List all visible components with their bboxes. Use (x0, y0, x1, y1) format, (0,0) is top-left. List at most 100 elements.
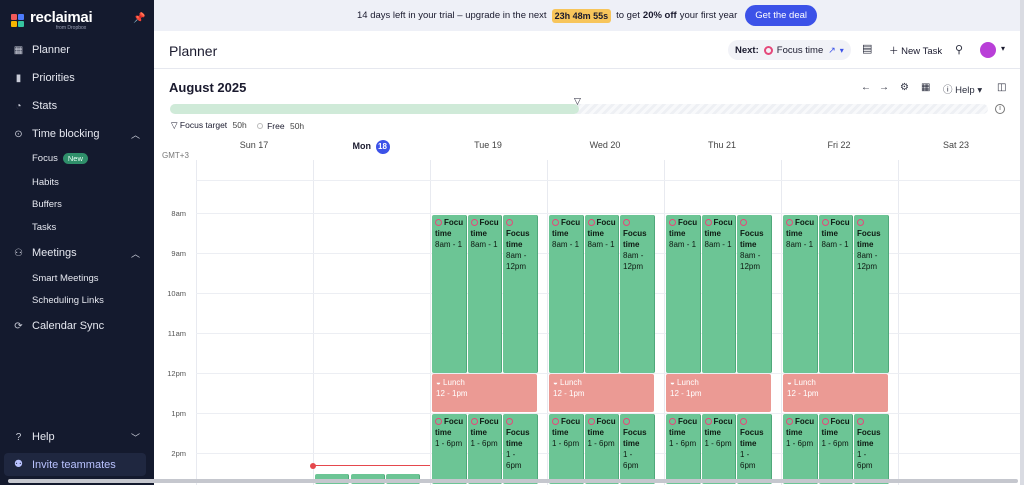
sidebar-item-meetings[interactable]: ⚇ Meetings ︿ (0, 243, 154, 263)
focus-time-event[interactable]: Focu time 1 - 6pm (584, 414, 619, 484)
sidebar-item-help[interactable]: ? Help ﹀ (0, 427, 154, 447)
focus-time-event[interactable]: Focu time 8am - 1 (783, 215, 818, 373)
focus-time-event[interactable]: Focu time 1 - 6pm (549, 414, 584, 484)
sidebar-item-label: Habits (32, 177, 59, 188)
focus-time-event[interactable]: Focus time 8am - 12pm (620, 215, 655, 373)
sidebar-item-tasks[interactable]: Tasks (32, 222, 56, 233)
sidebar-item-planner[interactable]: ▦ Planner (0, 40, 154, 60)
day-header-fri[interactable]: Fri 22 (781, 140, 897, 150)
event-text: ◒ Lunch (553, 378, 582, 387)
sidebar-toggle-icon[interactable]: ◫ (997, 82, 1007, 93)
event-text: 1 - 6pm (786, 439, 814, 448)
event-text: 8am - (740, 251, 761, 260)
focus-icon (552, 219, 559, 226)
lunch-event[interactable]: ◒ Lunch 12 - 1pm (666, 374, 771, 412)
chevron-up-icon[interactable]: ︿ (131, 248, 141, 259)
get-the-deal-button[interactable]: Get the deal (745, 5, 818, 26)
chevron-down-icon[interactable]: ﹀ (131, 432, 141, 443)
focus-time-event[interactable]: Focu time 1 - 6pm (666, 414, 701, 484)
horizontal-scrollbar[interactable] (8, 479, 1018, 483)
chevron-down-icon[interactable]: ▾ (1001, 44, 1006, 53)
focus-time-event[interactable]: Focus time 8am - 12pm (854, 215, 889, 373)
trial-countdown: 23h 48m 55s (551, 8, 612, 23)
focus-time-event[interactable]: Focus time 8am - 12pm (737, 215, 772, 373)
focus-time-event[interactable]: Focu time 1 - 6pm (701, 414, 736, 484)
event-title: Focus (623, 228, 651, 239)
arrow-left-icon[interactable]: ← (861, 82, 871, 93)
focus-time-event[interactable]: Focu time 8am - 1 (584, 215, 619, 373)
calendar-icon[interactable]: ▦ (921, 82, 931, 93)
day-header-sat[interactable]: Sat 23 (898, 140, 1014, 150)
event-text: Focu (596, 417, 616, 426)
day-header-thu[interactable]: Thu 21 (664, 140, 780, 150)
event-text: time (435, 229, 452, 238)
focus-time-event[interactable]: Focus time 1 - 6pm (854, 414, 889, 484)
focus-time-event[interactable]: Focus time 8am - 12pm (503, 215, 538, 373)
next-event-pill[interactable]: Next: Focus time ↗ ▾ (728, 40, 851, 60)
day-header-sun[interactable]: Sun 17 (196, 140, 312, 150)
sidebar-item-habits[interactable]: Habits (32, 177, 59, 188)
sidebar-item-stats[interactable]: ◔ Stats (0, 96, 154, 116)
focus-time-event[interactable]: Focu time 8am - 1 (666, 215, 701, 373)
help-button[interactable]: ⓘ Help ▾ (943, 82, 982, 96)
lunch-event[interactable]: ◒ Lunch 12 - 1pm (783, 374, 888, 412)
external-link-icon[interactable]: ↗ (828, 44, 836, 55)
sidebar-item-calendar-sync[interactable]: ⟳ Calendar Sync (0, 316, 154, 336)
event-text: time (623, 439, 640, 448)
search-icon[interactable]: ⚲ (955, 44, 964, 56)
focus-time-event[interactable]: Focus time 1 - 6pm (503, 414, 538, 484)
focus-time-event[interactable]: Focus time 1 - 6pm (737, 414, 772, 484)
column-divider (313, 160, 314, 485)
task-list-icon[interactable]: ▤ (862, 43, 873, 55)
event-title: time (705, 228, 733, 239)
focus-time-event[interactable]: Focu time 8am - 1 (818, 215, 853, 373)
day-header-wed[interactable]: Wed 20 (547, 140, 663, 150)
day-header-mon[interactable]: Mon 18 (313, 140, 429, 154)
sidebar-item-label: Time blocking (32, 128, 100, 140)
sidebar-item-time-blocking[interactable]: ⊙ Time blocking ︿ (0, 124, 154, 144)
sidebar-item-smart-meetings[interactable]: Smart Meetings (32, 273, 99, 284)
event-time: 12 - 1pm (553, 388, 650, 399)
event-text: Focu (795, 218, 815, 227)
sidebar-item-focus[interactable]: Focus New (32, 153, 88, 164)
day-header-tue[interactable]: Tue 19 (430, 140, 546, 150)
sidebar-item-label: Stats (32, 100, 58, 112)
current-time-line (314, 465, 430, 466)
focus-time-event[interactable]: Focu time 8am - 1 (467, 215, 502, 373)
vertical-scrollbar[interactable] (1020, 0, 1024, 485)
event-title: Focu (435, 416, 463, 427)
focus-time-event[interactable]: Focu time 8am - 1 (549, 215, 584, 373)
sidebar-item-buffers[interactable]: Buffers (32, 199, 62, 210)
info-icon[interactable]: i (995, 104, 1005, 114)
add-user-icon: ⚉ (14, 459, 23, 470)
event-time: 12pm (857, 261, 885, 272)
focus-time-event[interactable]: Focu time 1 - 6pm (432, 414, 467, 484)
focus-time-event[interactable]: Focus time 1 - 6pm (620, 414, 655, 484)
chevron-down-icon[interactable]: ▾ (839, 45, 844, 55)
pin-icon[interactable]: 📌 (133, 13, 146, 24)
gear-icon[interactable]: ⚙ (900, 82, 909, 93)
focus-time-event[interactable]: Focu time 1 - 6pm (467, 414, 502, 484)
event-time: 12pm (740, 261, 768, 272)
sidebar-item-priorities[interactable]: ▮ Priorities (0, 68, 154, 88)
arrow-right-icon[interactable]: → (879, 82, 889, 93)
reclaim-logo[interactable]: reclaimai from Dropbox (11, 9, 93, 31)
event-text: Focu (444, 218, 464, 227)
new-task-button[interactable]: ＋ New Task (889, 43, 942, 57)
avatar[interactable] (980, 42, 996, 58)
sidebar-item-scheduling-links[interactable]: Scheduling Links (32, 295, 104, 306)
event-text: time (506, 240, 523, 249)
app-name: reclaimai (30, 9, 93, 26)
event-title (623, 416, 651, 427)
focus-time-event[interactable]: Focu time 1 - 6pm (818, 414, 853, 484)
focus-time-event[interactable]: Focu time 1 - 6pm (783, 414, 818, 484)
chevron-up-icon[interactable]: ︿ (131, 129, 141, 140)
focus-time-event[interactable]: Focu time 8am - 1 (701, 215, 736, 373)
lunch-event[interactable]: ◒ Lunch 12 - 1pm (549, 374, 654, 412)
event-text: 1 - 6pm (470, 439, 498, 448)
invite-teammates-button[interactable]: ⚉ Invite teammates (4, 453, 146, 476)
event-title: Focu (669, 416, 697, 427)
focus-time-event[interactable]: Focu time 8am - 1 (432, 215, 467, 373)
event-time: 12pm (623, 261, 651, 272)
lunch-event[interactable]: ◒ Lunch 12 - 1pm (432, 374, 537, 412)
